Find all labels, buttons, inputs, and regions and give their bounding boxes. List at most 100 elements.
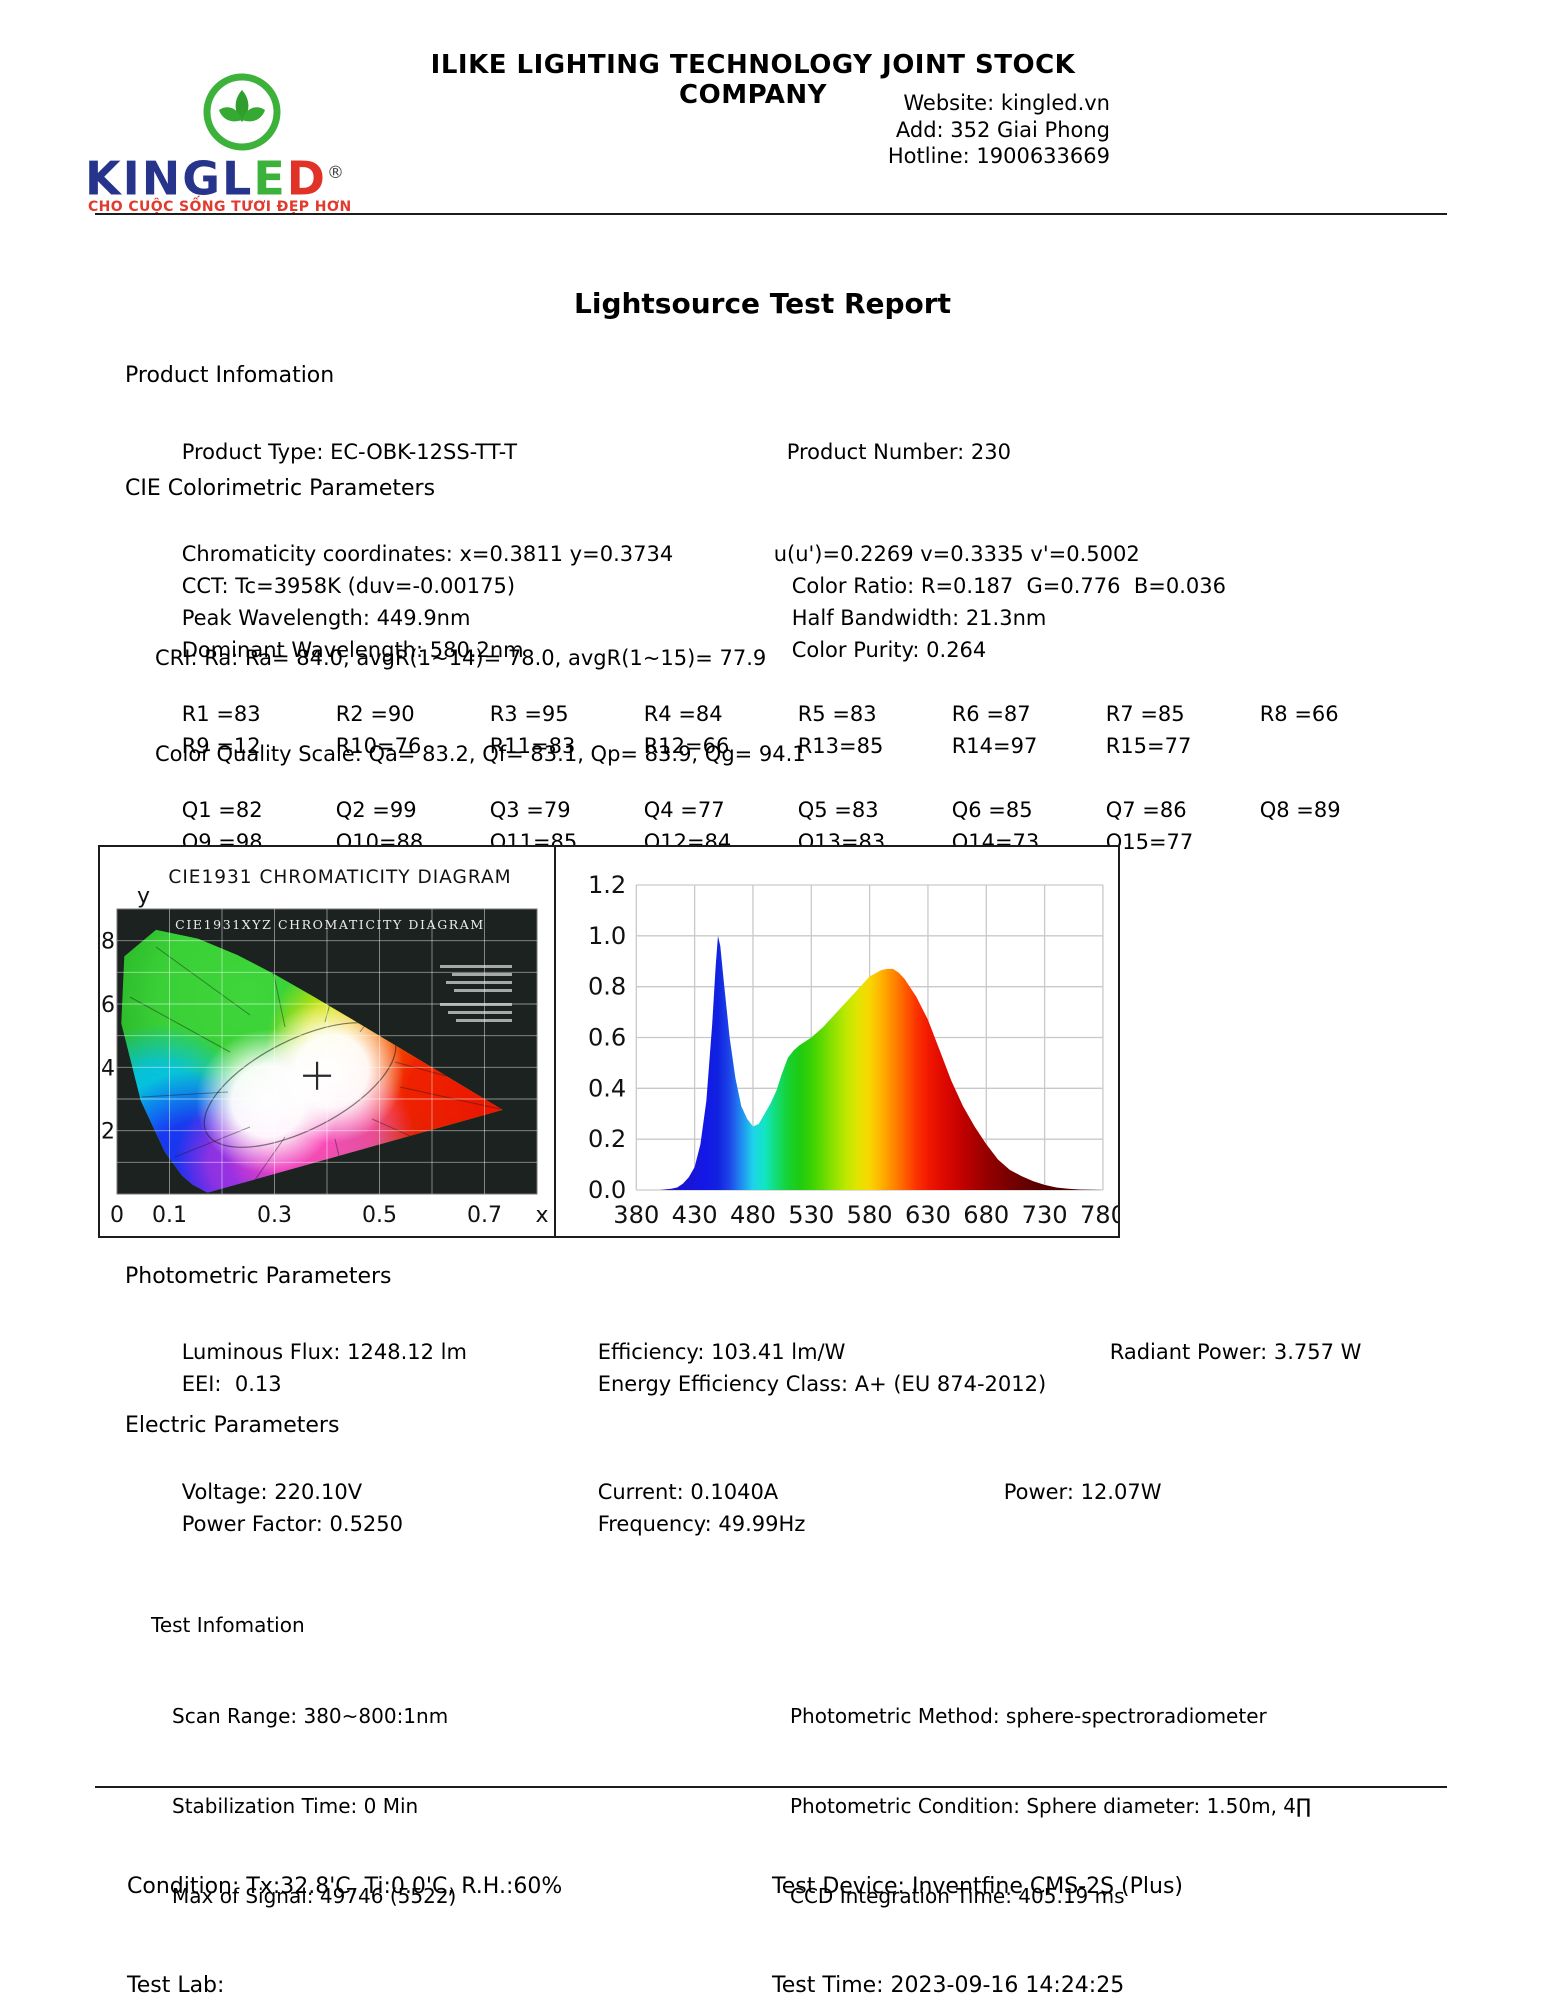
cie-x-tick-label: 0.3 [257,1203,292,1228]
chromaticity-point-marker [303,1061,332,1090]
color-purity: Color Purity: 0.264 [791,638,987,662]
cie-inner-title: CIE1931XYZ CHROMATICITY DIAGRAM [175,917,485,932]
test-info-left-column: Scan Range: 380~800:1nm Stabilization Ti… [172,1641,456,1971]
cri-r5: R5 =83 [797,702,877,726]
spectrum-svg: 0.0 0.2 0.4 0.6 0.8 1.0 1.2 380 430 480 530 580 630… [588,871,1118,1229]
color-ratio: Color Ratio: R=0.187 G=0.776 B=0.036 [791,574,1226,598]
lotus-leaf-left [219,107,242,122]
cqs-summary: Color Quality Scale: Qa= 83.2, Qf= 83.1,… [155,742,806,766]
half-bandwidth: Half Bandwidth: 21.3nm [791,606,1047,630]
max-of-signal: Max of Signal: 49746 (5522) [172,1884,457,1908]
brand-d: D [286,151,327,206]
brand-wordmark: KINGLED® [85,150,346,201]
radiant-power: Radiant Power: 3.757 W [1109,1340,1362,1364]
company-website: Website: kingled.vn [903,91,1110,115]
cie-x-tick-label: 0.7 [467,1203,502,1228]
cri-r1: R1 =83 [181,702,261,726]
cri-r9: R9 =12 [181,734,261,758]
eei-value: EEI: 0.13 [181,1372,282,1396]
y-tick-label: 0.0 [588,1176,626,1204]
cri-summary: CRI: Ra: Ra= 84.0, avgR(1~14)= 78.0, avg… [155,646,767,670]
scan-range: Scan Range: 380~800:1nm [172,1704,449,1728]
footer-divider [95,1786,1447,1788]
cie-gridlines [117,909,537,1194]
efficiency: Efficiency: 103.41 lm/W [597,1340,846,1364]
header-divider [95,213,1447,215]
spectrum-chart: 0.0 0.2 0.4 0.6 0.8 1.0 1.2 380 430 480 530 580 630… [556,845,1120,1238]
cie-y-axis-label: y [137,884,150,909]
cqs-q7: Q7 =86 [1105,798,1187,822]
brand-e: E [253,151,287,206]
cri-r14: R14=97 [951,734,1038,758]
kingled-logo-icon [197,70,287,156]
brand-tagline: CHO CUỘC SỐNG TƯƠI ĐẸP HƠN [88,199,352,215]
brand-kingl: KINGL [85,151,254,206]
section-electric-heading: Electric Parameters [125,1413,340,1438]
electric-line-2: Power Factor: 0.5250 Frequency: 49.99Hz [155,1488,806,1560]
cie-line-chromaticity: Chromaticity coordinates: x=0.3811 y=0.3… [155,518,1140,590]
test-time: Test Time: 2023-09-16 14:24:25 [772,1973,1125,1998]
electric-line-1: Voltage: 220.10V Current: 0.1040A Power: 1… [155,1456,1162,1528]
lotus-circle-icon [203,73,281,151]
spectral-power-curve [636,935,1103,1190]
cie-y-tick-label: .4 [100,1056,115,1081]
footer-right-column: Test Device: Inventfine CMS-2S (Plus) Te… [772,1804,1183,2000]
cqs-q5: Q5 =83 [797,798,879,822]
cri-row-2: R9 =12 R10=76 R11=83 R12=66 R13=85 R14=97 R15=… [155,710,1192,782]
y-tick-label: 1.2 [588,871,626,899]
chromaticity-coordinates: Chromaticity coordinates: x=0.3811 y=0.3… [181,542,674,566]
cri-r7: R7 =85 [1105,702,1185,726]
cie-chromaticity-chart: CIE1931 CHROMATICITY DIAGRAM y [98,845,556,1238]
x-tick-label: 530 [788,1201,834,1229]
product-line: Product Type: EC-OBK-12SS-TT-T Product Nu… [155,416,1011,488]
cri-r6: R6 =87 [951,702,1031,726]
cie-y-tick-label: .2 [100,1120,115,1145]
logo-circle [203,73,281,151]
cri-r8: R8 =66 [1259,702,1339,726]
cqs-q3: Q3 =79 [489,798,571,822]
cie-y-ticks: .8 .6 .4 .2 [100,930,115,1145]
spectrum-y-ticks: 0.0 0.2 0.4 0.6 0.8 1.0 1.2 [588,871,626,1204]
power-factor: Power Factor: 0.5250 [181,1512,404,1536]
x-tick-label: 480 [730,1201,776,1229]
section-cie-heading: CIE Colorimetric Parameters [125,476,436,501]
cri-r13: R13=85 [797,734,884,758]
registered-mark: ® [326,163,346,183]
y-tick-label: 0.8 [588,973,626,1001]
test-device: Test Device: Inventfine CMS-2S (Plus) [772,1874,1183,1899]
power: Power: 12.07W [1003,1480,1162,1504]
cct-value: CCT: Tc=3958K (duv=-0.00175) [181,574,516,598]
product-type: Product Type: EC-OBK-12SS-TT-T [181,440,518,464]
photometric-line-2: EEI: 0.13 Energy Efficiency Class: A+ (EU… [155,1348,1046,1420]
y-tick-label: 0.4 [588,1074,626,1102]
cri-r12: R12=66 [643,734,730,758]
cqs-row-1: Q1 =82 Q2 =99 Q3 =79 Q4 =77 Q5 =83 Q6 =85 Q7 =… [155,774,1341,846]
x-tick-label: 580 [847,1201,893,1229]
cri-r10: R10=76 [335,734,422,758]
lotus-leaf-right [242,107,265,122]
cie-line-dominant: Dominant Wavelength: 580.2nm Color Purity… [155,614,987,686]
cie-x-tick-label: 0.1 [152,1203,187,1228]
cie-line-peak: Peak Wavelength: 449.9nm Half Bandwidth: … [155,582,1047,654]
spectrum-x-ticks: 380 430 480 530 580 630 680 730 780 [613,1201,1118,1229]
y-tick-label: 1.0 [588,922,626,950]
x-tick-label: 680 [963,1201,1009,1229]
voltage: Voltage: 220.10V [181,1480,363,1504]
product-number: Product Number: 230 [786,440,1011,464]
dominant-wavelength: Dominant Wavelength: 580.2nm [181,638,524,662]
section-product-heading: Product Infomation [125,363,335,388]
x-tick-label: 780 [1080,1201,1118,1229]
uv-coordinates: u(u')=0.2269 v=0.3335 v'=0.5002 [773,542,1140,566]
test-lab: Test Lab: [127,1973,225,1998]
section-test-info-heading: Test Infomation [151,1613,305,1637]
cqs-q15: Q15=77 [1105,830,1194,854]
section-photometric-heading: Photometric Parameters [125,1264,392,1289]
company-address: Add: 352 Giai Phong [895,117,1110,142]
test-info-right-column: Photometric Method: sphere-spectroradiom… [790,1641,1311,1971]
cri-r2: R2 =90 [335,702,415,726]
peak-wavelength: Peak Wavelength: 449.9nm [181,606,471,630]
photometric-method: Photometric Method: sphere-spectroradiom… [790,1704,1267,1728]
photometric-condition: Photometric Condition: Sphere diameter: … [790,1794,1312,1818]
company-contact: Website: kingled.vn Add: 352 Giai Phong … [700,90,1110,170]
